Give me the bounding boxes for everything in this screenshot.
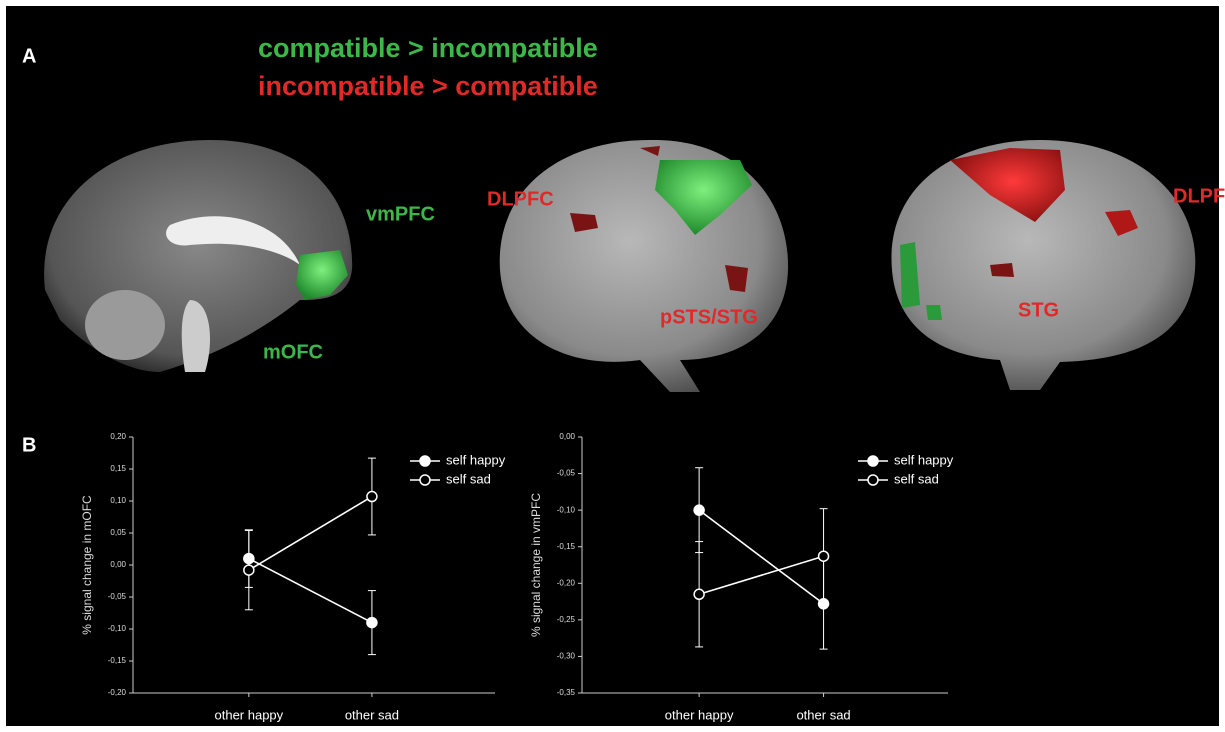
data-point [819, 551, 829, 561]
y-tick-label: -0,15 [108, 656, 127, 665]
legend-label: self happy [894, 452, 954, 467]
data-point [244, 565, 254, 575]
y-tick-label: 0,20 [110, 432, 126, 441]
region-label: DLPFC [1173, 185, 1225, 207]
legend-label: self sad [894, 471, 939, 486]
y-tick-label: -0,25 [557, 615, 576, 624]
figure: A compatible > incompatible incompatible… [0, 0, 1225, 732]
region-label: DLPFC [487, 188, 554, 210]
legend-marker [420, 475, 430, 485]
y-tick-label: -0,05 [108, 592, 127, 601]
data-point [694, 505, 704, 515]
y-tick-label: -0,10 [108, 624, 127, 633]
region-label: pSTS/STG [660, 306, 758, 328]
y-tick-label: -0,20 [108, 688, 127, 697]
region-label: mOFC [263, 341, 323, 363]
y-tick-label: -0,10 [557, 505, 576, 514]
y-tick-label: 0,05 [110, 528, 126, 537]
y-tick-label: 0,00 [559, 432, 575, 441]
y-tick-label: -0,15 [557, 542, 576, 551]
page: A compatible > incompatible incompatible… [0, 0, 1225, 732]
x-tick-label: other happy [665, 707, 734, 722]
panel-label: A [22, 45, 36, 67]
y-tick-label: 0,15 [110, 464, 126, 473]
panel-label: B [22, 434, 36, 456]
y-tick-label: 0,10 [110, 496, 126, 505]
region-label: STG [1018, 299, 1059, 321]
data-point [694, 589, 704, 599]
legend-label: self sad [446, 471, 491, 486]
y-tick-label: -0,30 [557, 652, 576, 661]
x-tick-label: other sad [345, 707, 399, 722]
legend-marker [420, 456, 430, 466]
x-tick-label: other sad [796, 707, 850, 722]
data-point [367, 618, 377, 628]
legend-marker [868, 475, 878, 485]
y-tick-label: -0,05 [557, 469, 576, 478]
data-point [367, 492, 377, 502]
contrast-label: incompatible > compatible [258, 71, 598, 101]
y-axis-label: % signal change in mOFC [80, 495, 94, 635]
legend-marker [868, 456, 878, 466]
y-tick-label: -0,20 [557, 578, 576, 587]
y-tick-label: 0,00 [110, 560, 126, 569]
legend-label: self happy [446, 452, 506, 467]
region-label: vmPFC [366, 203, 435, 225]
y-tick-label: -0,35 [557, 688, 576, 697]
y-axis-label: % signal change in vmPFC [529, 493, 543, 637]
x-tick-label: other happy [215, 707, 284, 722]
contrast-label: compatible > incompatible [258, 33, 598, 63]
